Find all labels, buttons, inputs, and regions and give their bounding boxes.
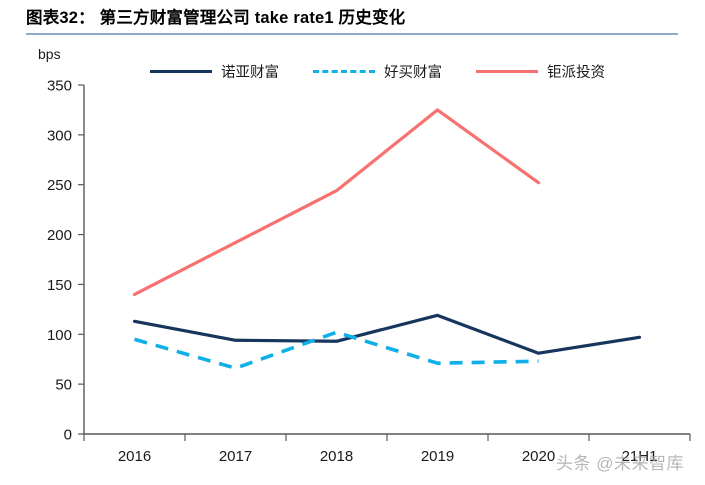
page-title: 图表32： 第三方财富管理公司 take rate1 历史变化	[26, 9, 406, 27]
legend-swatch-line-dashed	[313, 69, 375, 73]
legend-label: 诺亚财富	[221, 64, 279, 81]
legend-item-noah[interactable]: 诺亚财富	[150, 61, 279, 82]
chart-legend: 诺亚财富 好买财富 钜派投资	[150, 60, 670, 82]
x-tick-label: 2016	[118, 448, 151, 465]
legend-item-howbuy[interactable]: 好买财富	[313, 61, 442, 82]
y-tick-label: 350	[47, 78, 72, 95]
x-axis-ticks: 2016 2017 2018 2019 2020 21H1	[83, 434, 691, 465]
y-tick-label: 50	[55, 377, 72, 394]
x-tick-label: 2020	[522, 448, 555, 465]
y-tick-label: 250	[47, 177, 72, 194]
x-tick-label: 21H1	[622, 448, 658, 465]
legend-swatch-line-solid	[150, 69, 212, 73]
chart-series	[132, 108, 642, 370]
title-divider	[26, 33, 678, 35]
figure-title-bar: 图表32： 第三方财富管理公司 take rate1 历史变化	[26, 6, 678, 36]
chart-container: bps 诺亚财富 好买财富 钜派投资 0 50 100 150 200 250 300 350…	[0, 38, 705, 485]
legend-label: 好买财富	[384, 64, 442, 81]
x-tick-label: 2017	[219, 448, 252, 465]
chart-line-series	[134, 330, 539, 370]
watermark-text: 头条 @未来智库	[556, 454, 684, 473]
chart-line-series	[132, 313, 642, 355]
x-tick-label: 2018	[320, 448, 353, 465]
legend-item-jupai[interactable]: 钜派投资	[476, 61, 605, 82]
legend-swatch-line-solid	[476, 69, 538, 73]
y-tick-label: 100	[47, 327, 72, 344]
y-tick-label: 0	[64, 427, 72, 444]
chart-line-series	[132, 108, 541, 296]
y-axis-unit-label: bps	[38, 46, 61, 62]
y-axis-ticks: 0 50 100 150 200 250 300 350	[47, 78, 84, 444]
legend-label: 钜派投资	[547, 64, 605, 81]
y-tick-label: 300	[47, 127, 72, 144]
chart-axes	[83, 85, 690, 435]
y-tick-label: 150	[47, 277, 72, 294]
x-tick-label: 2019	[421, 448, 454, 465]
y-tick-label: 200	[47, 227, 72, 244]
